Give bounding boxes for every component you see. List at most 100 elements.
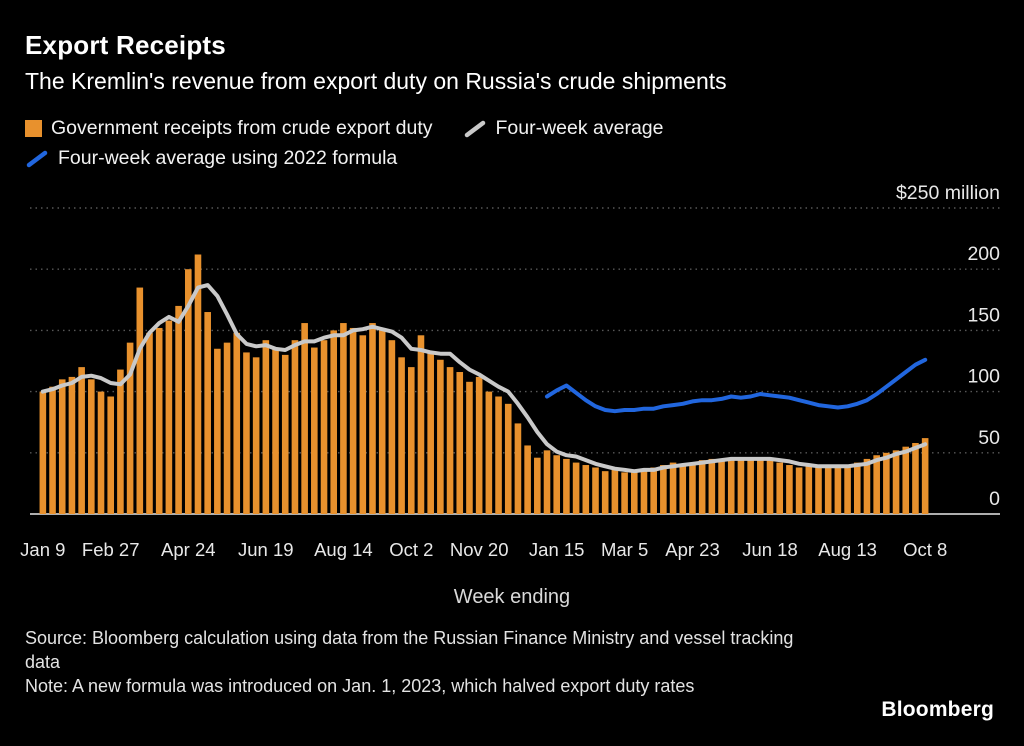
receipts-bar — [776, 462, 784, 514]
chart-subtitle: The Kremlin's revenue from export duty o… — [25, 68, 727, 94]
receipts-bar — [466, 381, 473, 514]
receipts-bar — [243, 352, 250, 514]
receipts-bar — [117, 369, 124, 514]
receipts-bar — [504, 403, 512, 514]
receipts-bar — [601, 471, 609, 514]
2022-formula-average-line — [545, 357, 928, 414]
receipts-bar — [146, 332, 153, 514]
receipts-bar — [698, 460, 706, 514]
receipts-bar — [136, 287, 144, 514]
x-tick-label: Aug 13 — [818, 539, 877, 560]
receipts-bar — [572, 462, 580, 514]
receipts-bar — [58, 379, 66, 514]
chart-title: Export Receipts — [25, 30, 226, 60]
receipts-bar — [611, 469, 619, 514]
receipts-bar — [49, 386, 56, 514]
legend-row-2: Four-week average using 2022 formula — [25, 147, 397, 170]
receipts-bar — [757, 458, 764, 514]
receipts-bar — [650, 467, 657, 514]
receipts-bar — [446, 367, 454, 514]
receipts-bar — [427, 352, 434, 514]
blue-line-swatch-icon — [25, 149, 49, 169]
receipts-bar — [223, 342, 231, 514]
receipts-bar — [272, 347, 279, 514]
receipts-bar — [630, 471, 638, 514]
receipts-bar — [660, 465, 667, 514]
x-tick-label: Apr 23 — [665, 539, 720, 560]
receipts-bar — [543, 450, 551, 514]
receipts-bar — [475, 376, 483, 514]
y-tick-label: 100 — [967, 366, 1000, 388]
receipts-bar — [155, 327, 163, 514]
receipts-bar — [407, 367, 415, 514]
receipts-bar — [640, 468, 648, 514]
x-tick-label: Jan 9 — [20, 539, 65, 560]
y-tick-label: 0 — [989, 488, 1000, 510]
receipts-bar — [78, 367, 85, 514]
receipts-bar — [233, 332, 241, 514]
receipts-bar — [582, 465, 590, 514]
receipts-bar — [592, 467, 599, 514]
receipts-bar — [795, 467, 803, 514]
receipts-bar — [669, 462, 677, 514]
receipts-bar — [301, 323, 308, 514]
receipts-bar — [553, 455, 561, 514]
x-tick-label: Jan 15 — [529, 539, 585, 560]
receipts-bar — [252, 357, 260, 514]
x-tick-label: Jun 18 — [742, 539, 798, 560]
receipts-bar — [863, 458, 871, 514]
receipts-bar — [204, 312, 211, 514]
x-tick-label: Apr 24 — [161, 539, 216, 560]
receipts-bar — [456, 372, 464, 514]
receipts-bar — [262, 340, 270, 514]
gray-line-swatch-icon — [463, 119, 487, 139]
receipts-bar — [805, 465, 813, 514]
chart-plot: 0 50 100 150 200 $250 million Jan 9 Feb 27 Apr 2… — [20, 182, 1000, 560]
receipts-bar — [320, 340, 328, 514]
receipts-bar — [437, 359, 444, 514]
receipts-bar — [514, 423, 522, 514]
bloomberg-logo: Bloomberg — [881, 698, 994, 721]
x-tick-label: Aug 14 — [314, 539, 373, 560]
receipts-bar — [165, 320, 173, 514]
legend-label-four-week-average: Four-week average — [495, 117, 664, 139]
y-tick-label: 50 — [978, 427, 1000, 449]
receipts-bar — [853, 462, 861, 514]
formula-note: Note: A new formula was introduced on Ja… — [25, 676, 695, 696]
receipts-bar — [747, 457, 754, 514]
receipts-bar — [184, 269, 192, 514]
legend-item-four-week-average: Four-week average — [463, 117, 664, 140]
receipts-bar — [330, 330, 338, 514]
legend-item-2022-formula: Four-week average using 2022 formula — [25, 147, 397, 170]
receipts-bar — [388, 340, 396, 514]
receipts-bar — [737, 460, 745, 514]
legend-label-receipts: Government receipts from crude export du… — [51, 117, 433, 139]
legend-row-1: Government receipts from crude export du… — [25, 117, 664, 140]
receipts-bar — [107, 396, 115, 514]
receipts-bar — [349, 327, 357, 514]
receipts-bar — [883, 452, 890, 514]
four-week-average-line — [40, 283, 928, 474]
receipts-bar — [495, 396, 502, 514]
receipts-bar — [398, 357, 405, 514]
receipts-bar — [88, 379, 95, 514]
receipts-bar — [708, 458, 716, 514]
receipts-bar — [126, 342, 134, 514]
receipts-bar — [727, 457, 735, 514]
x-axis-title: Week ending — [453, 586, 571, 608]
receipts-bar — [359, 335, 367, 514]
receipts-bar — [39, 391, 47, 514]
receipts-bar — [844, 465, 851, 514]
y-tick-label: 200 — [967, 243, 1000, 265]
bar-swatch-icon — [25, 120, 42, 137]
x-tick-label: Feb 27 — [82, 539, 140, 560]
receipts-bar — [378, 330, 386, 514]
receipts-bar — [815, 467, 822, 514]
receipts-bar — [369, 323, 376, 514]
receipts-bar — [563, 458, 570, 514]
source-note: Source: Bloomberg calculation using data… — [25, 628, 794, 672]
receipts-bar — [194, 254, 202, 514]
receipts-bar — [921, 438, 929, 514]
receipts-bar — [291, 340, 299, 514]
